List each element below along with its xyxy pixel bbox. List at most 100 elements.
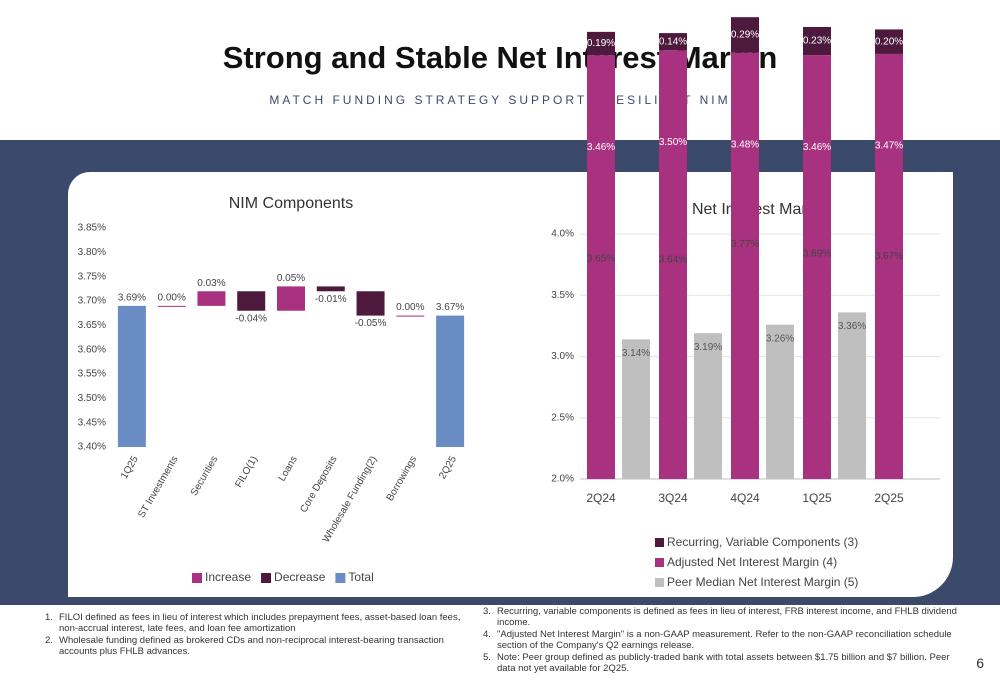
bar: [731, 17, 759, 53]
total-label: 3.67%: [875, 251, 903, 262]
footnote: 1. FILOI defined as fees in lieu of inter…: [45, 612, 465, 634]
total-label: 3.77%: [731, 239, 759, 250]
legend-swatch: [655, 538, 664, 547]
footnote-text: Wholesale funding defined as brokered CD…: [59, 635, 444, 657]
y-tick-label: 3.85%: [78, 223, 106, 234]
bar: [157, 305, 186, 307]
legend-label: Decrease: [274, 570, 326, 584]
x-tick-label: Borrowings: [385, 454, 420, 503]
bar: [803, 55, 831, 480]
data-label: 3.69%: [118, 293, 146, 304]
y-tick-label: 3.40%: [78, 442, 106, 453]
bar: [659, 50, 687, 479]
bar: [875, 29, 903, 54]
footnote-text: Note: Peer group defined as publicly-tra…: [497, 652, 950, 674]
y-tick-label: 3.45%: [78, 417, 106, 428]
footnote-text: "Adjusted Net Interest Margin" is a non-…: [497, 629, 952, 651]
chart-title: NIM Components: [229, 195, 354, 212]
bar: [587, 31, 615, 56]
y-tick-label: 3.60%: [78, 344, 106, 355]
data-label: 3.46%: [587, 142, 615, 153]
y-tick-label: 2.5%: [551, 412, 574, 423]
footnote-text: FILOI defined as fees in lieu of interes…: [59, 612, 461, 634]
data-label: 0.29%: [731, 30, 759, 41]
y-tick-label: 3.55%: [78, 369, 106, 380]
bar: [694, 333, 722, 479]
bar: [766, 324, 794, 479]
footnote: 3. Recurring, variable components is defi…: [483, 606, 963, 628]
footnote-text: Recurring, variable components is define…: [497, 606, 957, 628]
footnote-number: 4.: [483, 629, 491, 640]
chart-title: Net Interest Margin: [692, 201, 828, 218]
y-tick-label: 3.70%: [78, 296, 106, 307]
data-label: 0.20%: [875, 36, 903, 47]
footnote: 4. "Adjusted Net Interest Margin" is a no…: [483, 629, 963, 651]
y-tick-label: 3.65%: [78, 320, 106, 331]
bar: [622, 339, 650, 479]
data-label: 3.19%: [694, 342, 722, 353]
y-tick-label: 3.0%: [551, 351, 574, 362]
footnote-number: 3.: [483, 606, 491, 617]
legend-label: Increase: [205, 570, 251, 584]
legend-swatch: [655, 558, 664, 567]
footnote: 5. Note: Peer group defined as publicly-t…: [483, 652, 963, 674]
x-tick-label: Core Deposits: [298, 454, 339, 514]
data-label: 0.23%: [803, 36, 831, 47]
footnote: 2. Wholesale funding defined as brokered …: [45, 635, 465, 657]
bar: [659, 33, 687, 51]
total-label: 3.69%: [803, 249, 831, 260]
y-tick-label: 3.80%: [78, 247, 106, 258]
total-label: 3.64%: [659, 255, 687, 266]
x-tick-label: 2Q25: [874, 491, 904, 505]
data-label: -0.04%: [235, 313, 267, 324]
x-tick-label: 1Q25: [802, 491, 832, 505]
bar: [117, 305, 146, 447]
data-label: 3.36%: [838, 321, 866, 332]
data-label: -0.05%: [355, 318, 387, 329]
data-label: 0.14%: [659, 36, 687, 47]
bar: [436, 315, 465, 447]
footnote-number: 2.: [45, 635, 53, 646]
legend-label: Recurring, Variable Components (3): [667, 535, 858, 549]
data-label: -0.01%: [315, 294, 347, 305]
legend-label: Total: [348, 570, 373, 584]
bar: [356, 291, 385, 316]
y-tick-label: 2.0%: [551, 474, 574, 485]
data-label: 0.05%: [277, 273, 305, 284]
x-tick-label: FILO(1): [233, 454, 260, 489]
page-number: 6: [976, 655, 984, 671]
data-label: 0.00%: [157, 293, 185, 304]
y-tick-label: 3.5%: [551, 290, 574, 301]
x-tick-label: 2Q25: [437, 454, 459, 481]
bar: [875, 53, 903, 480]
bar: [731, 52, 759, 479]
footnote-number: 5.: [483, 652, 491, 663]
legend-swatch: [655, 578, 664, 587]
bar: [587, 55, 615, 480]
data-label: 3.50%: [659, 137, 687, 148]
y-tick-label: 4.0%: [551, 229, 574, 240]
total-label: 3.65%: [587, 254, 615, 265]
bar: [277, 286, 305, 311]
legend-label: Adjusted Net Interest Margin (4): [667, 555, 837, 569]
x-tick-label: Loans: [277, 454, 300, 483]
x-tick-label: 2Q24: [586, 491, 616, 505]
legend-label: Peer Median Net Interest Margin (5): [667, 575, 858, 589]
x-tick-label: 4Q24: [730, 491, 760, 505]
x-tick-label: 1Q25: [119, 454, 141, 481]
y-tick-label: 3.50%: [78, 393, 106, 404]
x-tick-label: Securities: [189, 454, 220, 498]
data-label: 0.19%: [587, 38, 615, 49]
bar: [316, 286, 345, 292]
x-tick-label: 3Q24: [658, 491, 688, 505]
data-label: 3.67%: [436, 302, 464, 313]
data-label: 3.48%: [731, 139, 759, 150]
legend-swatch: [335, 573, 346, 583]
data-label: 3.26%: [766, 333, 794, 344]
data-label: 0.03%: [197, 278, 225, 289]
data-label: 3.46%: [803, 142, 831, 153]
footnote-number: 1.: [45, 612, 53, 623]
bar: [838, 312, 866, 479]
